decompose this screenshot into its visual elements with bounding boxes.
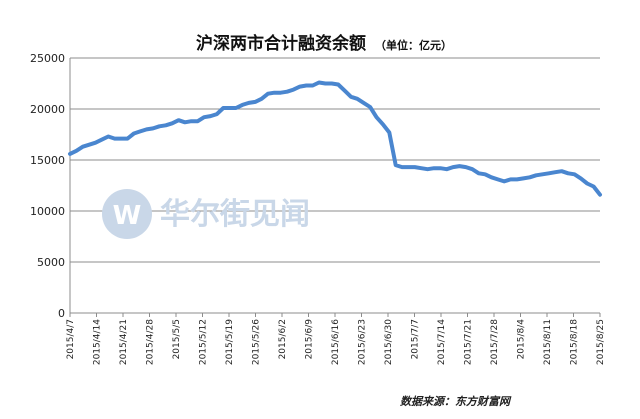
chart-subtitle: （单位：亿元）: [375, 38, 452, 52]
x-tick-label: 2015/8/4: [517, 319, 527, 360]
watermark-logo-letter: W: [113, 201, 142, 231]
x-tick-label: 2015/4/7: [66, 319, 76, 359]
watermark-text: 华尔街见闻: [160, 197, 310, 232]
x-tick-label: 2015/5/12: [199, 319, 209, 365]
x-tick-label: 2015/7/28: [490, 319, 500, 365]
x-tick-label: 2015/8/18: [570, 319, 580, 365]
series-line: [68, 80, 602, 197]
x-tick-label: 2015/4/14: [93, 319, 103, 365]
watermark-logo-icon: [102, 189, 152, 239]
x-axis: 2015/4/7 2015/4/14 2015/4/21 2015/4/28 2015/…: [66, 312, 606, 365]
y-axis: 0 5000 10000 15000 20000 25000: [30, 52, 71, 320]
x-tick-label: 2015/6/2: [278, 319, 288, 359]
x-tick-label: 2015/8/25: [596, 319, 606, 365]
chart-title: 沪深两市合计融资余额: [196, 33, 366, 54]
x-tick-label: 2015/6/23: [358, 319, 368, 365]
y-tick-label: 5000: [37, 256, 65, 269]
y-tick-label: 0: [58, 307, 65, 320]
x-tick-label: 2015/8/11: [543, 319, 553, 365]
y-tick-label: 25000: [30, 52, 65, 65]
y-tick-label: 15000: [30, 154, 65, 167]
x-tick-label: 2015/5/26: [252, 319, 262, 365]
x-tick-label: 2015/6/30: [384, 319, 394, 365]
series-layer: [68, 80, 602, 197]
x-tick-label: 2015/4/28: [146, 319, 156, 365]
gridlines: [70, 57, 600, 263]
x-tick-label: 2015/7/7: [411, 319, 421, 359]
x-tick-label: 2015/4/21: [119, 319, 129, 365]
x-tick-label: 2015/5/19: [225, 319, 235, 365]
x-tick-label: 2015/5/5: [172, 319, 182, 359]
y-tick-label: 10000: [30, 205, 65, 218]
x-tick-label: 2015/6/9: [305, 319, 315, 360]
x-tick-label: 2015/6/16: [331, 319, 341, 365]
x-tick-label: 2015/7/14: [437, 319, 447, 365]
watermark: W 华尔街见闻: [102, 189, 310, 239]
x-tick-label: 2015/7/21: [464, 319, 474, 365]
y-tick-label: 20000: [30, 103, 65, 116]
source-note: 数据来源：东方财富网: [400, 395, 512, 408]
